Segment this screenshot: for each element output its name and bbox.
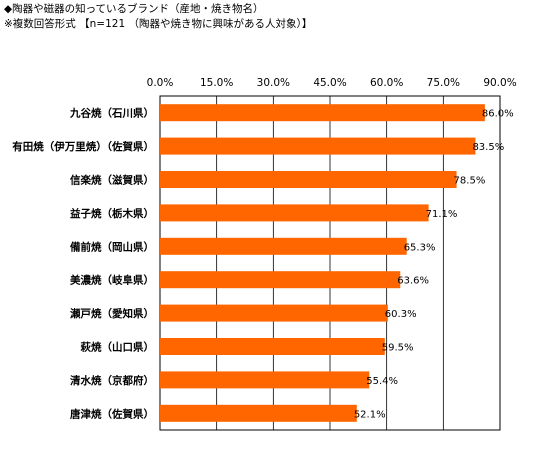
x-tick-label: 15.0% (200, 77, 233, 89)
value-label: 60.3% (385, 309, 417, 320)
category-label: 九谷焼（石川県） (69, 107, 154, 120)
category-label: 備前焼（岡山県） (70, 240, 154, 253)
x-tick-label: 0.0% (147, 77, 174, 89)
bar (160, 338, 385, 355)
x-tick-label: 45.0% (313, 77, 346, 89)
value-label: 65.3% (404, 242, 436, 253)
x-tick-label: 60.0% (370, 77, 403, 89)
bar (160, 137, 476, 155)
category-label: 萩焼（山口県） (80, 341, 155, 354)
x-tick-label: 90.0% (483, 77, 516, 89)
bar (160, 304, 388, 322)
value-label: 55.4% (366, 376, 398, 387)
category-label: 唐津焼（佐賀県） (70, 407, 154, 420)
bar (160, 104, 485, 122)
value-label: 86.0% (482, 109, 514, 120)
chart-title: ◆陶器や磁器の知っているブランド（産地・焼き物名） (4, 3, 264, 15)
chart-subtitle: ※複数回答形式 【n=121 （陶器や焼き物に興味がある人対象）】 (4, 18, 313, 30)
category-label: 益子焼（栃木県） (70, 207, 154, 220)
bar (160, 404, 357, 422)
x-tick-label: 30.0% (257, 77, 290, 89)
value-label: 52.1% (354, 409, 386, 420)
category-label: 瀬戸焼（愛知県） (70, 307, 154, 320)
category-label: 有田焼（伊万里焼）（佐賀県） (12, 140, 154, 153)
value-label: 83.5% (472, 142, 504, 153)
x-tick-label: 75.0% (427, 77, 460, 89)
category-label: 美濃焼（岐阜県） (70, 274, 154, 287)
category-label: 清水焼（京都府） (70, 374, 154, 387)
bar (160, 371, 370, 389)
value-label: 78.5% (454, 176, 486, 187)
value-label: 63.6% (397, 276, 429, 287)
bar (160, 237, 407, 255)
value-label: 71.1% (426, 209, 458, 220)
bar (160, 271, 401, 289)
bar (160, 204, 429, 222)
bar (160, 171, 457, 188)
category-label: 信楽焼（滋賀県） (70, 174, 154, 187)
value-label: 59.5% (382, 343, 414, 354)
